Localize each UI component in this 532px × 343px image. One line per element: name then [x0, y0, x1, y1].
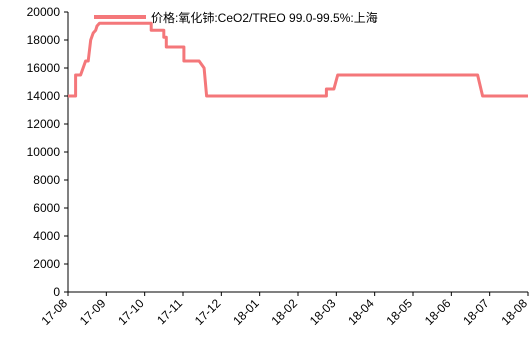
x-tick-label: 18-02 — [269, 296, 301, 328]
y-tick-label: 4000 — [33, 229, 60, 243]
x-tick-label: 18-03 — [307, 296, 339, 328]
y-tick-label: 16000 — [27, 61, 61, 75]
x-tick-label: 18-07 — [460, 296, 492, 328]
legend: 价格:氧化铈:CeO2/TREO 99.0-99.5%:上海 — [94, 10, 378, 25]
y-axis — [64, 11, 69, 293]
x-axis-tick-labels: 17-08 17-09 17-10 17-11 17-12 18-01 18-02 18-03… — [39, 296, 531, 328]
x-tick-label: 17-12 — [192, 296, 224, 328]
y-tick-label: 2000 — [33, 257, 60, 271]
x-tick-label: 17-11 — [154, 296, 185, 327]
y-tick-label: 0 — [53, 285, 60, 299]
x-tick-label: 18-05 — [384, 296, 416, 328]
x-tick-label: 18-01 — [230, 296, 262, 328]
y-tick-label: 6000 — [33, 201, 60, 215]
y-tick-label: 20000 — [27, 5, 61, 19]
y-tick-label: 12000 — [27, 117, 61, 131]
y-tick-label: 8000 — [33, 173, 60, 187]
x-tick-label: 18-08 — [499, 296, 531, 328]
y-tick-label: 10000 — [27, 145, 61, 159]
legend-label: 价格:氧化铈:CeO2/TREO 99.0-99.5%:上海 — [151, 10, 378, 25]
series-line-ceo2-price — [68, 21, 528, 98]
y-axis-tick-labels: 0 2000 4000 6000 8000 10000 12000 14000 16000 180… — [27, 5, 61, 299]
x-tick-label: 17-08 — [39, 296, 71, 328]
x-tick-label: 18-04 — [345, 296, 377, 328]
x-tick-label: 17-10 — [115, 296, 147, 328]
x-tick-label: 18-06 — [422, 296, 454, 328]
x-axis — [67, 291, 529, 296]
y-tick-label: 18000 — [27, 33, 61, 47]
y-tick-label: 14000 — [27, 89, 61, 103]
x-tick-label: 17-09 — [77, 296, 109, 328]
